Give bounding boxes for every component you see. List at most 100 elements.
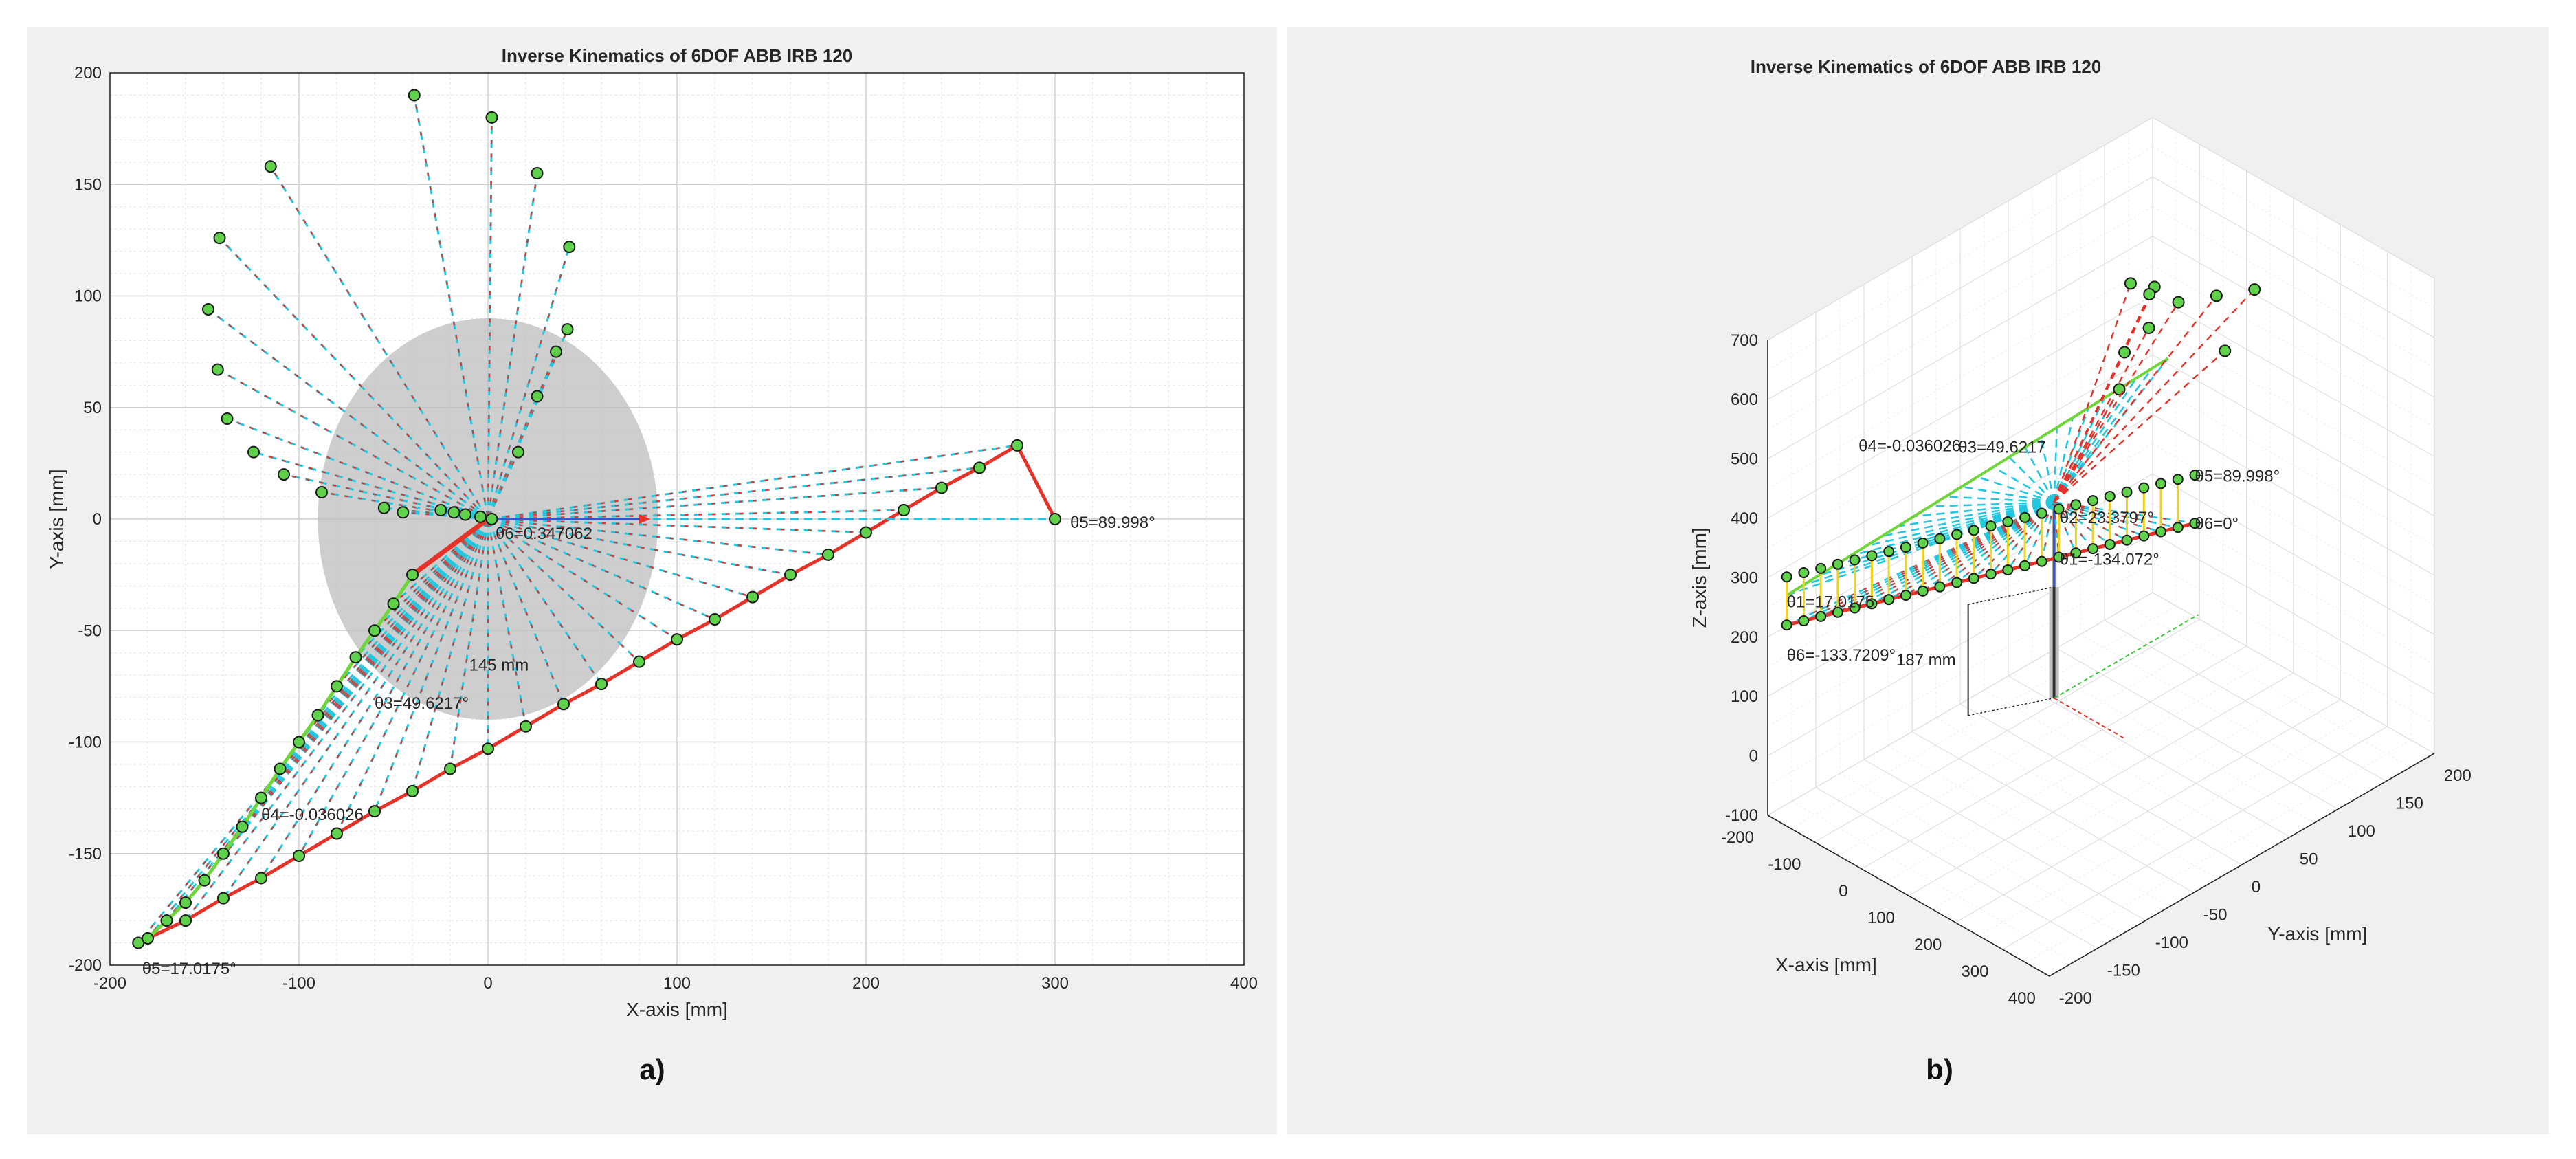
joint-marker [2053,503,2065,515]
joint-marker [1849,602,1861,614]
joint-marker [2210,289,2223,302]
link-line [1850,501,2054,557]
link-line [1973,501,2055,580]
joint-marker [1049,513,1061,525]
arm-segment [410,517,490,577]
link-line [403,511,489,520]
link-line [217,368,489,520]
plot-frame-a [109,72,1245,966]
joint-marker [2138,482,2150,494]
link-line [487,487,942,520]
link-line [317,518,489,716]
joint-marker [2143,287,2156,300]
trajectory-segment [600,660,641,686]
link-line [487,518,753,598]
joint-marker [255,872,267,885]
joint-marker [520,720,532,733]
joint-marker [315,486,328,499]
panel-label-b: b) [1926,1053,1953,1085]
joint-marker [406,784,419,797]
joint-angle-annotation: θ3=49.6217 [1958,439,2045,457]
arm-segment [2135,366,2153,379]
gridline [1955,699,2341,923]
y-axis-label: Y-axis [mm] [46,469,67,569]
joint-marker [368,805,381,818]
joint-marker [217,847,230,860]
arm-segment [1977,465,1995,478]
arm-segment [2024,436,2042,449]
trajectory-segment [1015,444,1057,520]
y-tick-label: -150 [2107,962,2140,980]
joint-angle-annotation: θ3=49.6217° [375,694,469,713]
link-line [487,518,715,621]
joint-marker [1934,533,1946,544]
joint-marker [2121,486,2133,498]
link-line [227,417,489,520]
arm-segment [2072,406,2090,419]
joint-angle-annotation: θ2=23.3797° [2060,509,2154,527]
trajectory-segment [184,896,225,923]
joint-marker [1866,550,1878,562]
y-tick-label: -100 [69,733,102,752]
y-tick-label: 150 [74,175,102,194]
link-line [1945,496,2054,503]
joint-marker [387,597,400,610]
z-tick-label: -100 [1725,806,1758,825]
x-axis-arrowhead [639,514,651,524]
arm-segment [1992,456,2010,469]
arm-segment [2151,357,2169,370]
panel-label-a: a) [639,1053,665,1085]
link-line [411,518,489,792]
link-line [413,95,489,520]
link-line [2053,367,2153,503]
link-line [2053,502,2060,558]
joint-marker [459,508,471,521]
joint-marker [633,655,645,668]
link-line [2053,417,2074,503]
link-line [487,518,602,685]
joint-marker [860,526,872,539]
joint-marker [531,390,544,403]
joint-marker [213,232,226,245]
link-line [487,518,640,663]
gridline [1908,672,2294,896]
link-line [2054,501,2144,537]
x-tick-label: 200 [852,974,880,993]
arm-segment [1960,475,1979,488]
joint-marker [2172,474,2184,485]
trajectory-segment [562,682,603,706]
joint-marker [434,504,447,517]
link-line [208,308,489,520]
joint-marker [2124,277,2137,290]
link-line [2053,388,2120,503]
link-line [2040,437,2055,503]
z-tick-label: 400 [1731,509,1758,528]
joint-marker [2087,495,2099,507]
joint-marker [2070,499,2082,511]
x-axis-label: X-axis [mm] [1775,954,1877,975]
joint-marker [1011,439,1023,452]
joint-marker [2036,555,2047,567]
trajectory-segment [260,854,300,880]
z-tick-label: 300 [1731,569,1758,587]
arm-segment [1865,535,1883,547]
joint-marker [160,914,173,927]
gridline [2025,740,2411,963]
joint-marker [595,678,608,691]
link-line [2053,283,2132,503]
joint-marker [179,914,192,927]
joint-marker [709,613,721,626]
joint-angle-annotation: θ1=17.0175 [1787,593,1874,611]
link-line [2053,387,2122,503]
link-line [269,166,489,520]
joint-marker [2248,283,2261,296]
y-tick-label: -100 [2155,934,2188,952]
x-tick-label: -100 [282,974,315,993]
joint-marker [368,624,381,637]
joint-marker [142,932,154,945]
gridline [1861,645,2247,870]
link-line [487,518,678,641]
joint-marker [247,445,260,459]
joint-marker [1951,529,1963,540]
joint-marker [935,481,948,494]
